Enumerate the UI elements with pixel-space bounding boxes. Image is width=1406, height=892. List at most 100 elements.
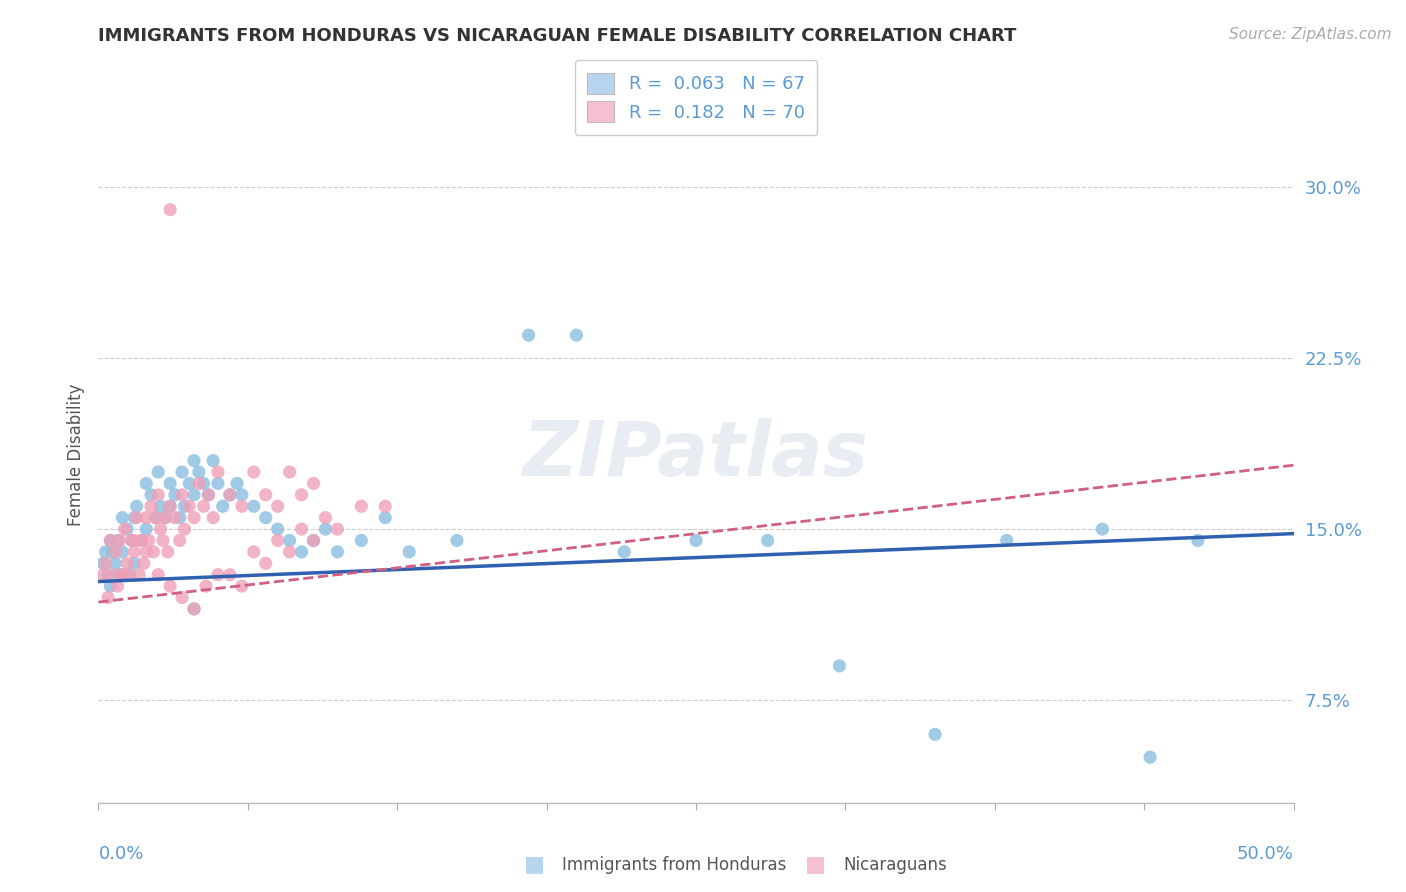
Point xyxy=(315,510,337,524)
Point xyxy=(94,556,117,570)
Point xyxy=(219,567,242,582)
Point xyxy=(118,567,141,582)
Point xyxy=(193,476,215,491)
Point xyxy=(98,533,122,548)
Point xyxy=(326,545,349,559)
Point xyxy=(350,500,373,514)
Point xyxy=(374,510,396,524)
Point xyxy=(291,545,314,559)
Point xyxy=(183,602,205,616)
Point xyxy=(995,533,1018,548)
Point xyxy=(114,522,136,536)
Point xyxy=(243,545,266,559)
Point xyxy=(145,510,167,524)
Point xyxy=(243,500,266,514)
Point xyxy=(226,476,249,491)
Point xyxy=(138,533,160,548)
Point xyxy=(101,567,124,582)
Point xyxy=(124,556,146,570)
Point xyxy=(267,500,290,514)
Point xyxy=(924,727,946,741)
Point xyxy=(219,488,242,502)
Point xyxy=(159,579,181,593)
Point xyxy=(613,545,636,559)
Point xyxy=(278,533,301,548)
Point xyxy=(179,500,201,514)
Point xyxy=(135,510,157,524)
Point xyxy=(152,533,174,548)
Point xyxy=(350,533,373,548)
Point xyxy=(302,533,325,548)
Text: Immigrants from Honduras: Immigrants from Honduras xyxy=(562,856,787,874)
Point xyxy=(101,545,124,559)
Text: IMMIGRANTS FROM HONDURAS VS NICARAGUAN FEMALE DISABILITY CORRELATION CHART: IMMIGRANTS FROM HONDURAS VS NICARAGUAN F… xyxy=(98,27,1017,45)
Point xyxy=(148,567,170,582)
Point xyxy=(131,533,153,548)
Point xyxy=(124,545,146,559)
Point xyxy=(267,522,290,536)
Point xyxy=(104,556,127,570)
Point xyxy=(326,522,349,536)
Point xyxy=(169,533,191,548)
Point xyxy=(139,500,162,514)
Y-axis label: Female Disability: Female Disability xyxy=(66,384,84,526)
Point xyxy=(398,545,420,559)
Point xyxy=(193,500,215,514)
Point xyxy=(231,488,253,502)
Point xyxy=(197,488,219,502)
Point xyxy=(211,500,233,514)
Point xyxy=(125,500,148,514)
Point xyxy=(173,500,195,514)
Point xyxy=(118,567,141,582)
Point xyxy=(1091,522,1114,536)
Point xyxy=(145,510,167,524)
Point xyxy=(121,533,143,548)
Point xyxy=(97,567,120,582)
Point xyxy=(135,522,157,536)
Point xyxy=(163,510,186,524)
Point xyxy=(149,500,172,514)
Point xyxy=(187,465,209,479)
Point xyxy=(183,488,205,502)
Text: ■: ■ xyxy=(806,855,825,874)
Point xyxy=(132,556,155,570)
Point xyxy=(202,510,225,524)
Point xyxy=(202,453,225,467)
Point xyxy=(155,510,177,524)
Point xyxy=(163,488,186,502)
Point xyxy=(828,659,851,673)
Point xyxy=(565,328,588,343)
Point xyxy=(115,522,138,536)
Point xyxy=(183,602,205,616)
Point xyxy=(121,533,143,548)
Text: 50.0%: 50.0% xyxy=(1237,845,1294,863)
Point xyxy=(374,500,396,514)
Point xyxy=(108,567,131,582)
Point xyxy=(91,567,114,582)
Point xyxy=(169,510,191,524)
Point xyxy=(231,500,253,514)
Point xyxy=(111,545,134,559)
Point xyxy=(128,567,150,582)
Point xyxy=(139,488,162,502)
Point xyxy=(159,476,181,491)
Text: ■: ■ xyxy=(524,855,544,874)
Point xyxy=(159,500,181,514)
Text: Source: ZipAtlas.com: Source: ZipAtlas.com xyxy=(1229,27,1392,42)
Point xyxy=(155,510,177,524)
Point xyxy=(91,556,114,570)
Point xyxy=(98,533,122,548)
Point xyxy=(111,510,134,524)
Point xyxy=(172,488,194,502)
Point xyxy=(291,522,314,536)
Point xyxy=(156,545,179,559)
Legend: R =  0.063   N = 67, R =  0.182   N = 70: R = 0.063 N = 67, R = 0.182 N = 70 xyxy=(575,61,817,135)
Point xyxy=(107,579,129,593)
Point xyxy=(446,533,468,548)
Point xyxy=(187,476,209,491)
Point xyxy=(302,476,325,491)
Point xyxy=(97,591,120,605)
Point xyxy=(197,488,219,502)
Point xyxy=(685,533,707,548)
Point xyxy=(1187,533,1209,548)
